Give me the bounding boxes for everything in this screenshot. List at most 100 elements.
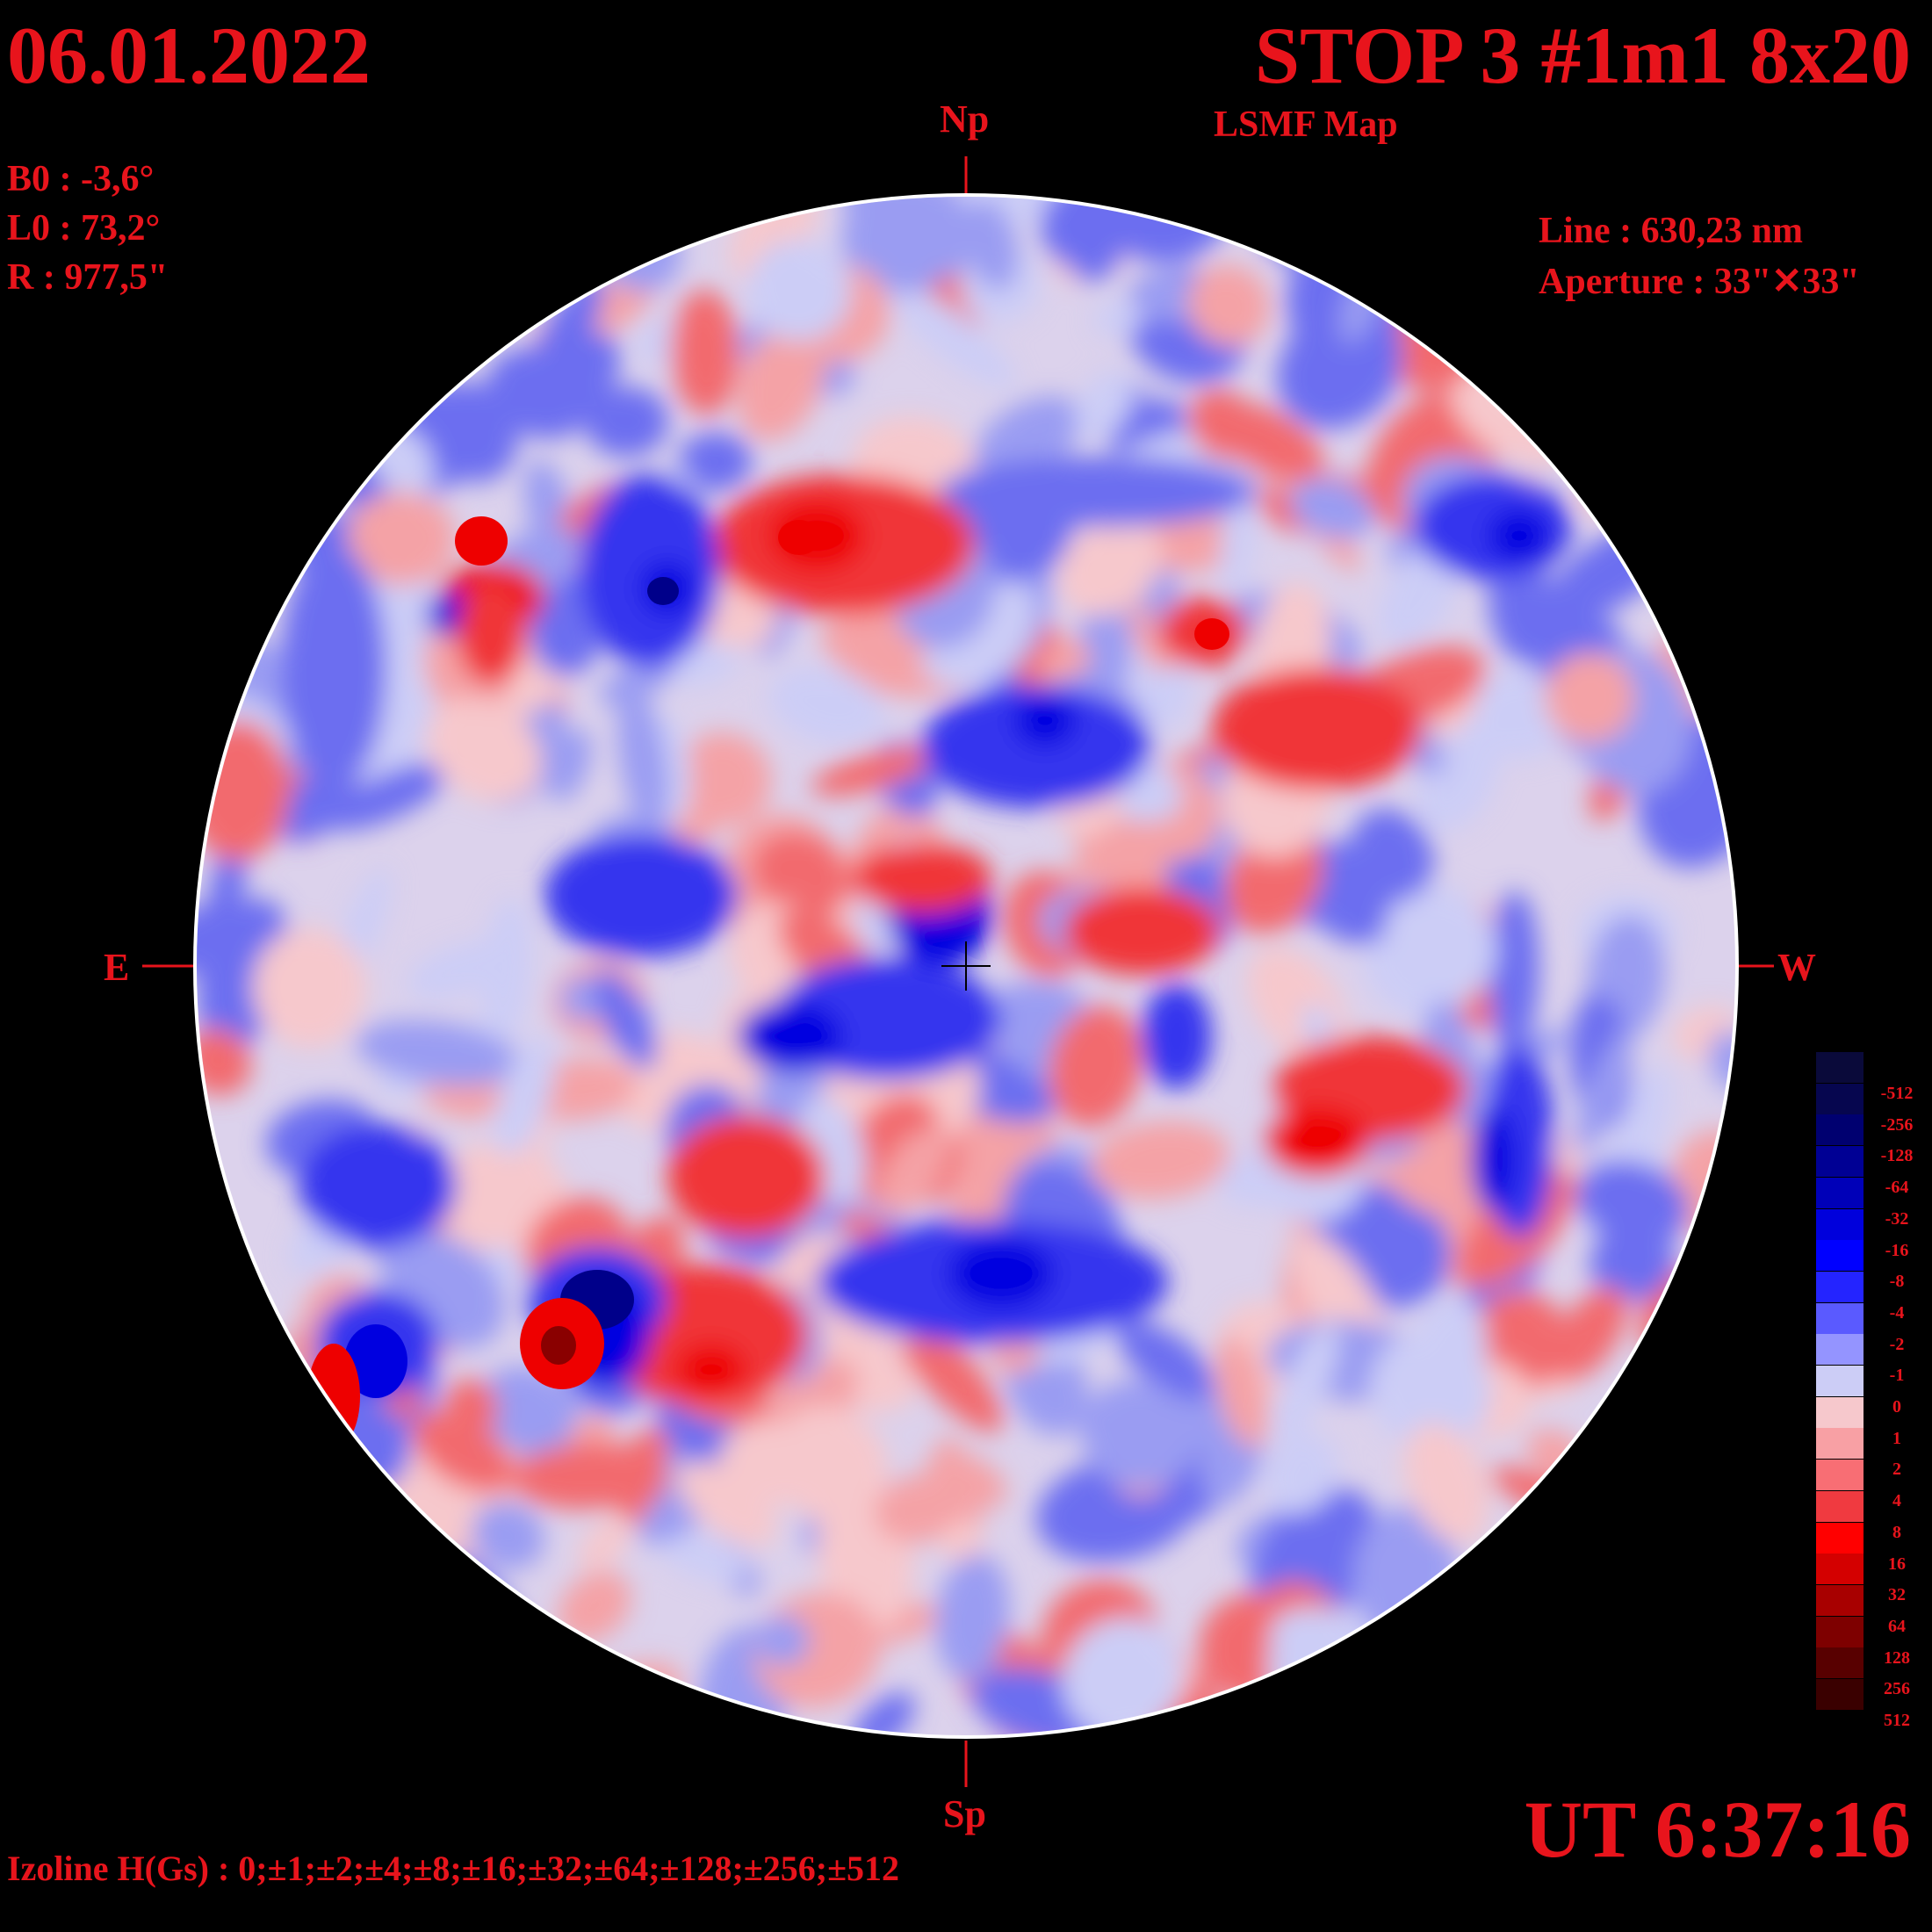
field-concentration <box>676 1344 746 1396</box>
field-region <box>422 224 487 282</box>
field-region <box>1564 1626 1626 1718</box>
field-region <box>240 1422 330 1516</box>
legend-swatch <box>1816 1616 1864 1647</box>
field-region <box>811 746 935 797</box>
field-region <box>755 1615 810 1667</box>
field-region <box>1249 197 1329 263</box>
field-region <box>1417 197 1503 254</box>
field-region <box>1138 271 1198 323</box>
field-region <box>197 1388 277 1512</box>
field-region <box>578 1517 631 1570</box>
legend-level: 128 <box>1884 1647 1910 1668</box>
field-region <box>938 1519 983 1561</box>
field-region <box>874 1474 961 1544</box>
legend-level: 16 <box>1888 1554 1906 1574</box>
field-region <box>1602 1554 1711 1656</box>
field-concentration <box>1142 984 1212 1089</box>
field-concentration <box>852 843 992 913</box>
field-region <box>1636 319 1723 439</box>
field-region <box>407 941 512 1000</box>
field-region <box>1351 809 1434 900</box>
field-region <box>1075 371 1134 440</box>
field-region <box>277 1673 310 1735</box>
field-concentration <box>457 580 527 685</box>
field-region <box>1414 1641 1528 1730</box>
field-region <box>197 330 304 437</box>
field-region <box>1573 1029 1633 1156</box>
field-region <box>617 687 669 833</box>
legend-level: 32 <box>1888 1585 1906 1605</box>
field-region <box>253 1586 321 1634</box>
legend-level: 1 <box>1892 1428 1901 1448</box>
sunspot-core <box>455 516 508 566</box>
legend-swatch <box>1816 1334 1864 1366</box>
field-concentration <box>667 1115 825 1238</box>
solar-parameters: B0 : -3,6° L0 : 73,2° R : 977,5" <box>7 155 168 302</box>
field-region <box>273 243 320 295</box>
field-region <box>718 1421 818 1507</box>
field-region <box>549 729 592 803</box>
legend-level: -32 <box>1885 1208 1909 1229</box>
east-label: E <box>104 946 130 989</box>
field-region <box>1550 1287 1627 1381</box>
field-region <box>599 658 675 706</box>
field-region <box>1560 1531 1667 1595</box>
field-region <box>1289 478 1376 539</box>
field-concentration <box>1265 1107 1370 1177</box>
field-region <box>411 1410 515 1494</box>
field-region <box>560 976 605 1022</box>
legend-level: -16 <box>1885 1240 1909 1260</box>
field-region <box>475 1366 580 1467</box>
map-title: STOP 3 #1m1 8x20 <box>1254 11 1911 100</box>
field-region <box>274 262 354 379</box>
field-region <box>1424 1619 1486 1735</box>
legend-swatch <box>1816 1428 1864 1460</box>
field-region <box>1405 1296 1487 1420</box>
field-region <box>494 1036 556 1157</box>
field-region <box>1377 543 1460 648</box>
field-region <box>1638 1646 1698 1735</box>
legend-swatch <box>1816 1522 1864 1554</box>
field-region <box>390 312 479 347</box>
field-region <box>1264 1432 1339 1514</box>
legend-level: -1 <box>1889 1366 1905 1386</box>
sunspot-core <box>1194 618 1229 650</box>
field-concentration <box>940 457 1256 527</box>
field-region <box>321 197 437 271</box>
sunspot-core <box>778 520 820 555</box>
field-region <box>252 927 366 1049</box>
legend-swatch <box>1816 1366 1864 1396</box>
legend-swatch <box>1816 1647 1864 1679</box>
field-region <box>558 1571 631 1642</box>
field-region <box>356 1020 522 1086</box>
field-region <box>752 832 852 917</box>
field-concentration <box>948 1238 1054 1308</box>
field-region <box>1383 886 1497 999</box>
field-concentration <box>1212 667 1423 790</box>
field-region <box>1534 350 1618 435</box>
sunspot-core <box>647 577 679 605</box>
field-region <box>1418 1679 1498 1735</box>
field-region <box>677 432 753 492</box>
field-region <box>1488 890 1539 1055</box>
field-region <box>1438 1692 1541 1735</box>
legend-level: 0 <box>1892 1397 1901 1417</box>
legend-level: -4 <box>1889 1302 1905 1323</box>
legend-level: 4 <box>1892 1491 1901 1511</box>
field-region <box>885 281 1016 389</box>
legend-level: -256 <box>1880 1114 1914 1135</box>
legend-level: 8 <box>1892 1522 1901 1542</box>
field-region <box>841 197 971 294</box>
legend-swatch <box>1816 1490 1864 1522</box>
field-region <box>1404 1423 1489 1545</box>
legend-swatch <box>1816 1208 1864 1240</box>
field-region <box>1080 1380 1194 1489</box>
field-region <box>1116 1320 1215 1401</box>
field-region <box>584 386 669 458</box>
radius-value: R : 977,5" <box>7 257 169 298</box>
observation-date: 06.01.2022 <box>7 11 371 100</box>
field-concentration <box>1489 509 1550 562</box>
field-concentration <box>1014 694 1076 746</box>
legend-swatch <box>1816 1679 1864 1710</box>
field-region <box>239 1445 298 1607</box>
